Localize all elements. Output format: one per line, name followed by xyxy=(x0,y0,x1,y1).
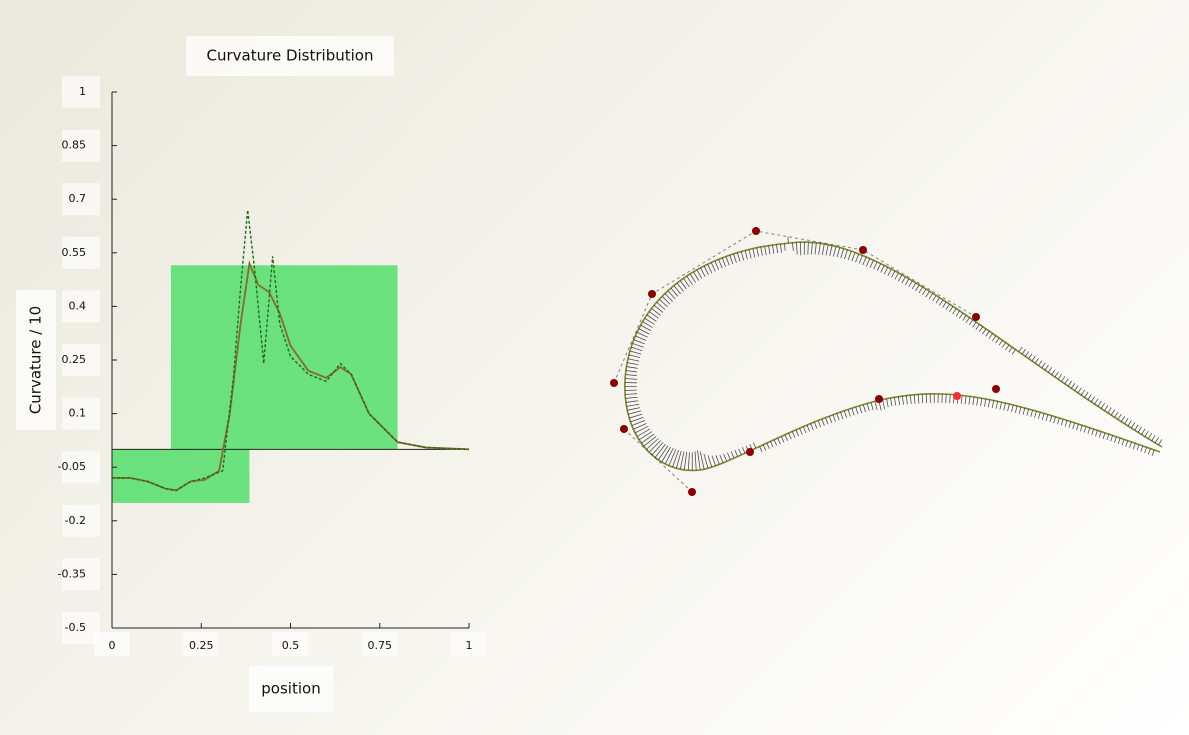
curvature-band xyxy=(170,265,398,450)
tick-label-box xyxy=(94,632,130,656)
airfoil-diagram xyxy=(610,227,1163,496)
tick-label-box xyxy=(62,558,100,591)
y-axis-label: Curvature / 10 xyxy=(27,306,45,414)
tick-label-box xyxy=(451,632,487,656)
y-label-box xyxy=(16,290,56,430)
y-tick-label: 0.4 xyxy=(69,299,87,312)
control-point[interactable] xyxy=(972,313,980,321)
tick-label-box xyxy=(62,183,100,216)
selected-control-point[interactable] xyxy=(953,392,961,400)
tick-label-box xyxy=(62,344,100,376)
control-point[interactable] xyxy=(620,425,628,433)
x-tick-label: 0.5 xyxy=(282,639,300,652)
tick-label-box xyxy=(62,76,100,108)
tick-label-box xyxy=(272,632,309,656)
control-point[interactable] xyxy=(992,385,1000,393)
tick-label-box xyxy=(361,632,398,656)
tick-label-box xyxy=(62,129,100,162)
control-point[interactable] xyxy=(859,246,867,254)
x-axis-label: position xyxy=(261,680,320,698)
x-tick-label: 0.75 xyxy=(368,639,393,652)
tick-label-box xyxy=(62,236,100,269)
control-point[interactable] xyxy=(875,395,883,403)
title-box xyxy=(186,36,394,76)
tick-label-box xyxy=(183,632,220,656)
y-tick-label: -0.5 xyxy=(65,621,86,634)
y-tick-label: -0.2 xyxy=(65,514,86,527)
control-point[interactable] xyxy=(746,448,754,456)
control-points xyxy=(610,227,1000,496)
control-point[interactable] xyxy=(648,290,656,298)
curvature-chart: Curvature Distribution position Curvatur… xyxy=(16,36,487,712)
control-point[interactable] xyxy=(752,227,760,235)
y-tick-label: 0.55 xyxy=(62,246,87,259)
y-tick-label: 0.85 xyxy=(62,139,87,152)
tick-label-box xyxy=(62,612,100,644)
x-label-box xyxy=(249,666,333,712)
curvature-comb xyxy=(624,236,1163,471)
y-tick-label: 1 xyxy=(79,85,86,98)
x-tick-label: 0.25 xyxy=(189,639,214,652)
y-tick-label: -0.35 xyxy=(58,567,86,580)
control-polygon xyxy=(613,230,977,493)
y-tick-label: 0.7 xyxy=(69,192,87,205)
x-tick-label: 0 xyxy=(109,639,116,652)
x-tick-label: 1 xyxy=(466,639,473,652)
y-tick-label: 0.25 xyxy=(62,353,87,366)
tick-label-box xyxy=(62,290,100,323)
chart-title: Curvature Distribution xyxy=(207,47,374,65)
tick-label-box xyxy=(62,504,100,537)
y-tick-label: 0.1 xyxy=(69,407,87,420)
comb-lines xyxy=(624,236,1163,471)
y-tick-label: -0.05 xyxy=(58,460,86,473)
tick-label-box xyxy=(62,397,100,430)
control-point[interactable] xyxy=(688,488,696,496)
curvature-line xyxy=(112,209,470,492)
curvature-band xyxy=(112,449,250,503)
tick-label-box xyxy=(62,451,100,484)
control-point[interactable] xyxy=(610,379,618,387)
